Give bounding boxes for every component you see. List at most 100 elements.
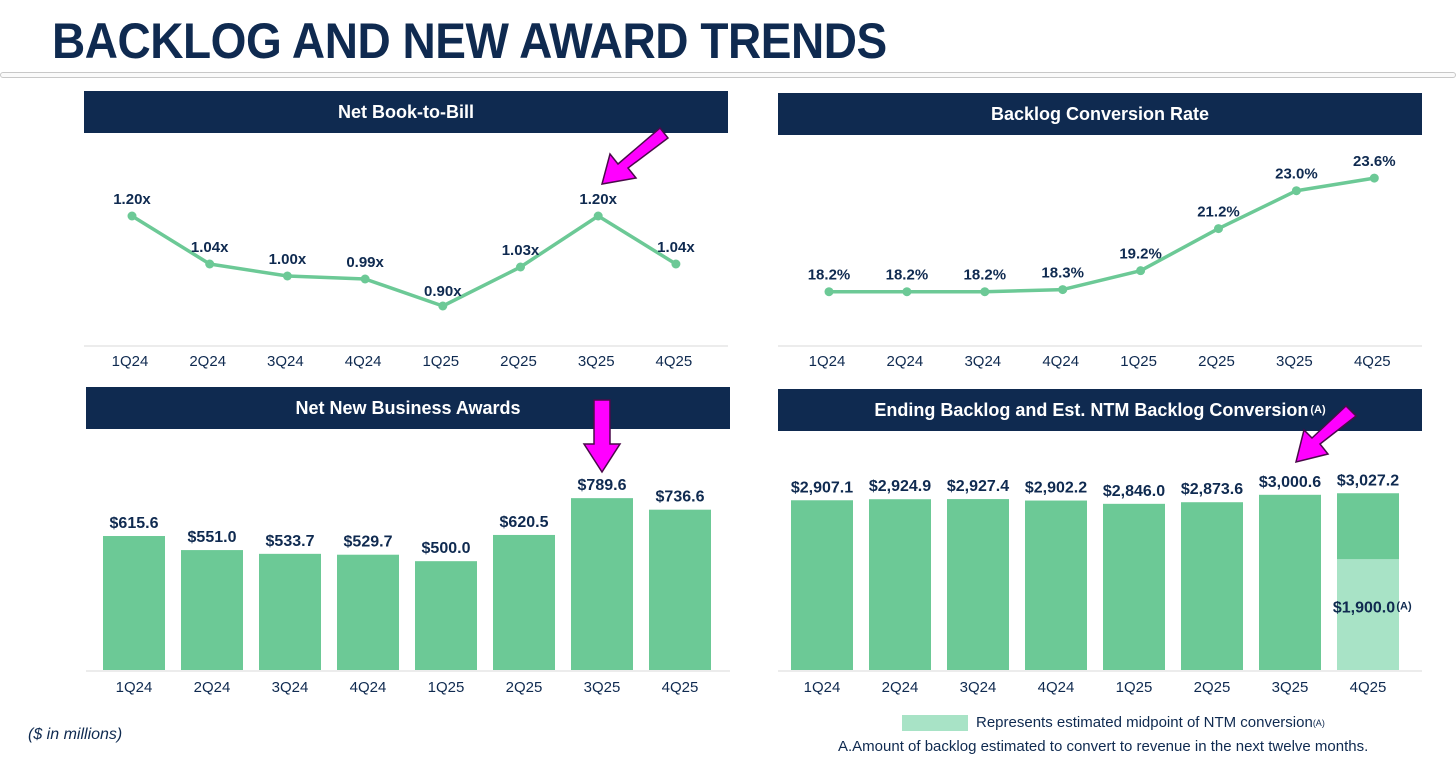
ending-backlog-title: Ending Backlog and Est. NTM Backlog Conv… <box>874 399 1309 420</box>
x-tick-label: 2Q25 <box>1194 679 1231 696</box>
series-line <box>131 214 677 308</box>
data-label: 1.04x <box>191 239 229 256</box>
title-divider <box>0 72 1456 78</box>
data-label: 0.90x <box>424 283 462 300</box>
footnote-a: A.Amount of backlog estimated to convert… <box>838 738 1369 755</box>
data-label: $3,027.2 <box>1337 472 1399 489</box>
x-tick-label: 4Q25 <box>662 679 699 696</box>
data-label: 23.6% <box>1353 153 1396 170</box>
data-point <box>516 262 525 272</box>
data-label: 1.04x <box>657 239 695 256</box>
data-point <box>1136 266 1146 276</box>
bar <box>947 499 1009 670</box>
data-label: $2,873.6 <box>1181 481 1243 498</box>
x-tick-label: 2Q25 <box>1198 353 1235 370</box>
x-tick-label: 2Q24 <box>194 679 231 696</box>
book-to-bill-chart: 1.20x 1.04x 1.00x 0.99x 0.90x 1.03x 1.20x 1.04x… <box>84 191 728 370</box>
new-awards-title: Net New Business Awards <box>295 397 521 418</box>
x-tick-label: 1Q24 <box>112 353 149 370</box>
data-point <box>1058 285 1068 295</box>
data-point <box>824 287 834 297</box>
data-label: 18.3% <box>1041 265 1084 282</box>
x-tick-label: 4Q24 <box>1042 353 1079 370</box>
ending-backlog-chart: $2,907.1 $2,924.9 $2,927.4 $2,902.2 $2,846.0… <box>778 472 1422 696</box>
x-tick-label: 4Q25 <box>1354 353 1391 370</box>
data-label: $2,927.4 <box>947 478 1009 495</box>
bar <box>649 509 711 670</box>
x-tick-label: 3Q25 <box>578 353 615 370</box>
bar <box>259 553 321 670</box>
data-label: $620.5 <box>500 514 549 531</box>
new-awards-header: Net New Business Awards <box>86 387 730 429</box>
data-point <box>360 274 370 284</box>
conversion-rate-chart: 18.2% 18.2% 18.2% 18.3% 19.2% 21.2% 23.0% 23.6%… <box>778 153 1422 370</box>
data-label: $2,924.9 <box>869 478 931 495</box>
x-tick-label: 4Q24 <box>1038 679 1075 696</box>
data-label: 23.0% <box>1275 166 1318 183</box>
data-label: $736.6 <box>656 489 705 506</box>
data-label: 1.20x <box>579 191 617 208</box>
x-tick-label: 1Q24 <box>116 679 153 696</box>
ntm-conversion-label: $1,900.0 <box>1333 599 1395 616</box>
bar <box>493 534 555 670</box>
bar <box>1025 500 1087 670</box>
bar <box>571 498 633 670</box>
x-tick-label: 3Q25 <box>1272 679 1309 696</box>
data-point <box>282 271 292 281</box>
ending-backlog-header: Ending Backlog and Est. NTM Backlog Conv… <box>778 389 1422 431</box>
data-point <box>1214 224 1223 234</box>
book-to-bill-header: Net Book-to-Bill <box>84 91 728 133</box>
bar <box>1259 494 1321 670</box>
x-tick-label: 1Q25 <box>422 353 459 370</box>
ntm-conversion-bar <box>1337 559 1399 670</box>
data-point <box>438 301 448 311</box>
data-label: 1.00x <box>269 251 307 268</box>
x-tick-label: 4Q25 <box>1350 679 1387 696</box>
x-tick-label: 3Q25 <box>584 679 621 696</box>
x-tick-label: 3Q24 <box>964 353 1001 370</box>
data-label: 18.2% <box>808 267 851 284</box>
highlight-arrow-new-awards <box>582 399 622 474</box>
data-label: 1.03x <box>502 242 540 259</box>
data-label: $789.6 <box>578 477 627 494</box>
x-tick-label: 2Q24 <box>189 353 226 370</box>
x-tick-label: 3Q25 <box>1276 353 1313 370</box>
x-tick-label: 1Q25 <box>428 679 465 696</box>
legend-sup: (A) <box>1312 717 1325 728</box>
data-label: 19.2% <box>1119 246 1162 263</box>
data-label: 0.99x <box>346 254 384 271</box>
x-tick-label: 3Q24 <box>960 679 997 696</box>
new-awards-chart: $615.6 $551.0 $533.7 $529.7 $500.0 $620.5 $789… <box>86 477 730 696</box>
x-tick-label: 3Q24 <box>272 679 309 696</box>
data-label: $2,846.0 <box>1103 483 1165 500</box>
conversion-rate-header: Backlog Conversion Rate <box>778 93 1422 135</box>
legend-swatch <box>902 714 968 731</box>
data-point <box>671 259 681 269</box>
x-tick-label: 1Q25 <box>1120 353 1157 370</box>
bar <box>103 536 165 670</box>
legend: Represents estimated midpoint of NTM con… <box>902 714 1325 731</box>
x-tick-label: 2Q24 <box>887 353 924 370</box>
data-label: $2,907.1 <box>791 479 853 496</box>
data-point <box>980 287 990 297</box>
bar <box>181 550 243 670</box>
x-tick-label: 3Q24 <box>267 353 304 370</box>
data-point <box>1291 186 1301 196</box>
data-label: $529.7 <box>344 534 393 551</box>
x-tick-label: 2Q25 <box>506 679 543 696</box>
ntm-conversion-label-sup: (A) <box>1396 600 1412 612</box>
x-tick-label: 1Q24 <box>804 679 841 696</box>
bar <box>1103 503 1165 670</box>
bar <box>337 554 399 670</box>
x-tick-label: 4Q24 <box>345 353 382 370</box>
conversion-rate-title: Backlog Conversion Rate <box>990 103 1210 124</box>
x-tick-label: 1Q24 <box>809 353 846 370</box>
bar <box>791 500 853 670</box>
data-label: 1.20x <box>113 191 151 208</box>
ending-backlog-title-sup: (A) <box>1310 404 1326 416</box>
data-point <box>902 287 912 297</box>
bar <box>415 561 477 670</box>
data-label: $615.6 <box>110 515 159 532</box>
units-note: ($ in millions) <box>28 726 123 743</box>
highlight-arrow-book-to-bill <box>600 126 670 185</box>
